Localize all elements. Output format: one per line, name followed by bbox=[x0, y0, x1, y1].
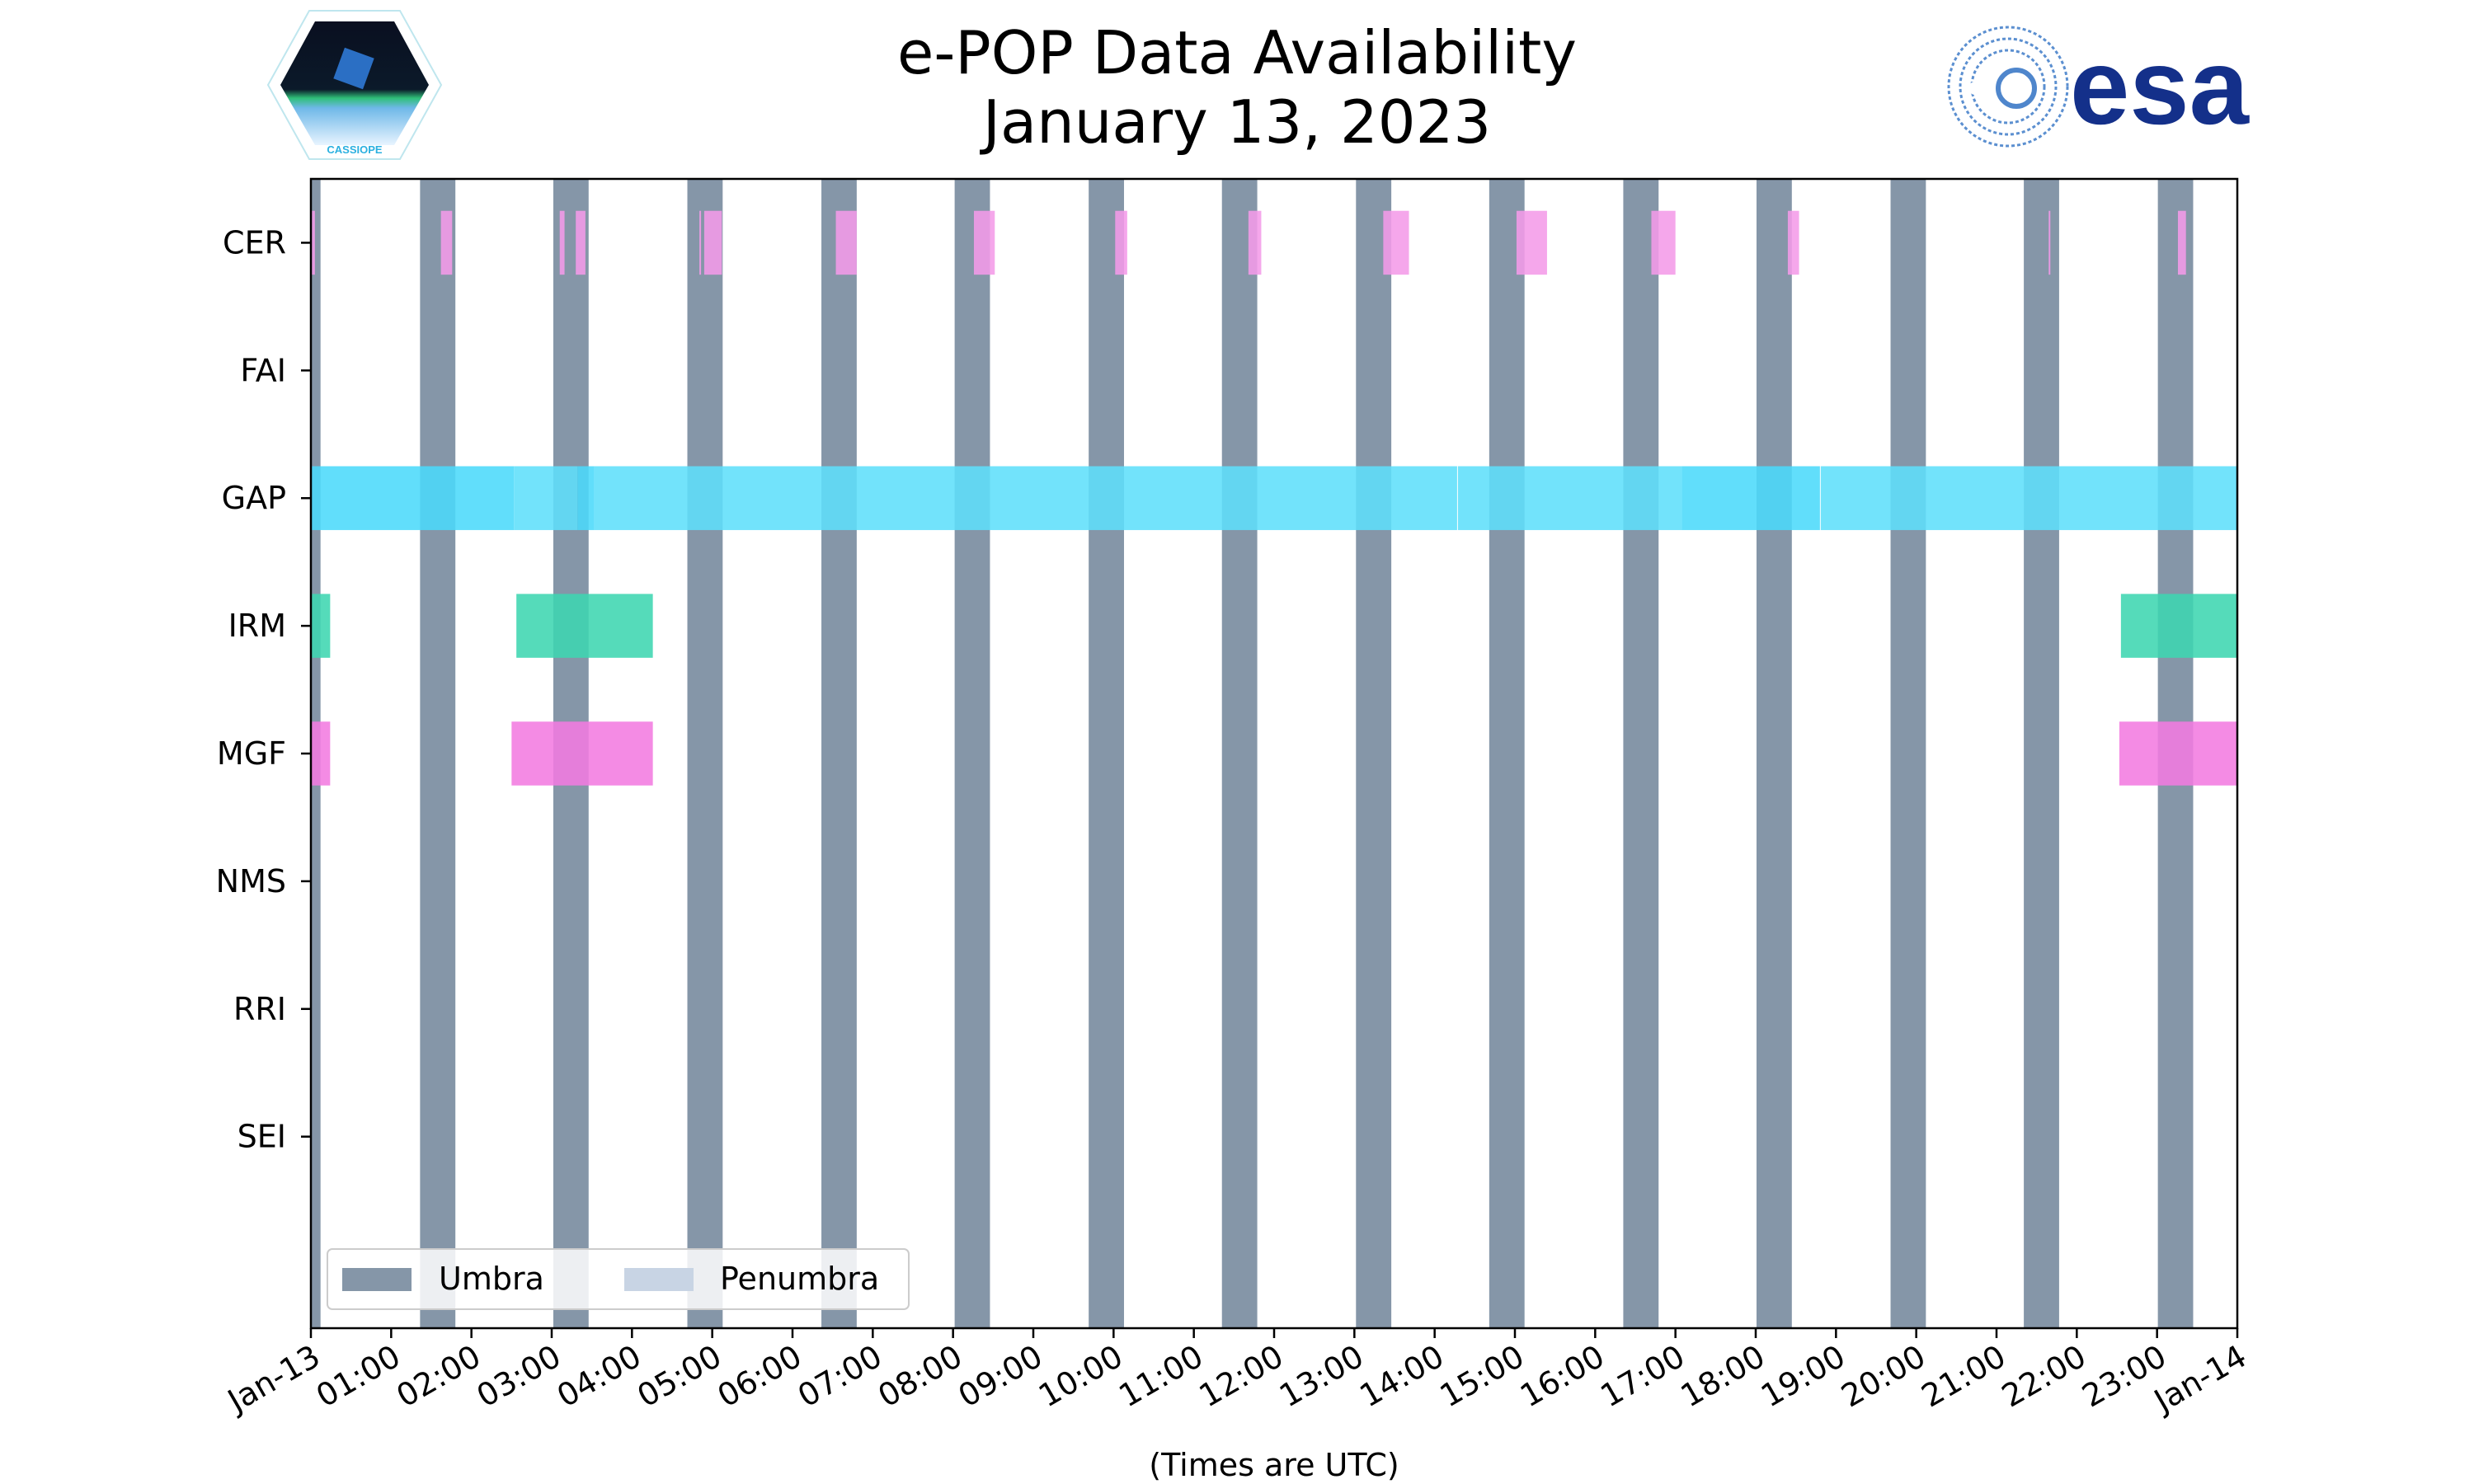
x-tick-label: 15:00 bbox=[1434, 1338, 1531, 1415]
x-tick-label: Jan-13 bbox=[220, 1338, 326, 1420]
y-tick-label: NMS bbox=[216, 863, 286, 899]
x-tick-label: 11:00 bbox=[1112, 1338, 1209, 1415]
legend-swatch-umbra bbox=[342, 1268, 412, 1291]
umbra-band bbox=[1890, 179, 1926, 1328]
bar-irm bbox=[311, 594, 331, 658]
x-tick-label: Jan-14 bbox=[2147, 1338, 2252, 1420]
y-tick-label: CER bbox=[223, 224, 286, 261]
x-tick-label: 07:00 bbox=[792, 1338, 888, 1415]
bar-cer bbox=[1115, 210, 1127, 275]
chart-subtitle: January 13, 2023 bbox=[982, 87, 1492, 157]
umbra-band bbox=[821, 179, 857, 1328]
umbra-band bbox=[420, 179, 456, 1328]
esa-logo-text: esa bbox=[2070, 26, 2251, 147]
umbra-band bbox=[2024, 179, 2059, 1328]
esa-logo: esa bbox=[1947, 26, 2251, 148]
x-tick-label: 09:00 bbox=[952, 1338, 1049, 1415]
x-tick-label: 18:00 bbox=[1675, 1338, 1771, 1415]
bar-cer bbox=[311, 210, 315, 275]
legend-swatch-penumbra bbox=[624, 1268, 694, 1291]
bar-cer bbox=[2177, 210, 2186, 275]
legend-label-umbra: Umbra bbox=[439, 1261, 544, 1297]
x-axis-label: (Times are UTC) bbox=[1149, 1447, 1399, 1483]
bar-mgf bbox=[311, 721, 331, 786]
x-tick-label: 19:00 bbox=[1755, 1338, 1851, 1415]
y-tick-label: IRM bbox=[228, 608, 286, 644]
bar-gap bbox=[514, 466, 578, 530]
x-tick-label: 02:00 bbox=[390, 1338, 487, 1415]
x-tick-label: 05:00 bbox=[631, 1338, 727, 1415]
x-tick-label: 12:00 bbox=[1193, 1338, 1290, 1415]
y-tick-label: FAI bbox=[240, 352, 286, 388]
y-tick-label: RRI bbox=[233, 991, 286, 1027]
bar-cer bbox=[2048, 210, 2051, 275]
chart-title: e-POP Data Availability January 13, 2023 bbox=[0, 18, 2474, 157]
bar-layer bbox=[311, 210, 2237, 786]
bar-mgf bbox=[511, 721, 653, 786]
x-tick-label: 04:00 bbox=[551, 1338, 647, 1415]
bar-gap bbox=[577, 466, 595, 530]
x-tick-label: 22:00 bbox=[1996, 1338, 2092, 1415]
bar-gap bbox=[1457, 466, 1682, 530]
x-axis: Jan-1301:0002:0003:0004:0005:0006:0007:0… bbox=[220, 1328, 2253, 1420]
bar-gap bbox=[1820, 466, 2237, 530]
x-tick-label: 10:00 bbox=[1032, 1338, 1129, 1415]
bar-cer bbox=[559, 210, 565, 275]
umbra-band bbox=[1756, 179, 1792, 1328]
bar-gap bbox=[594, 466, 1457, 530]
x-tick-label: 01:00 bbox=[310, 1338, 407, 1415]
x-tick-label: 16:00 bbox=[1514, 1338, 1611, 1415]
bar-cer bbox=[1651, 210, 1676, 275]
cassiope-logo-text: CASSIOPE bbox=[327, 143, 383, 156]
y-tick-label: MGF bbox=[217, 735, 286, 772]
bar-mgf bbox=[2119, 721, 2237, 786]
y-tick-label: GAP bbox=[222, 480, 286, 516]
bar-gap bbox=[1681, 466, 1820, 530]
bar-cer bbox=[973, 210, 995, 275]
bar-irm bbox=[516, 594, 653, 658]
legend-box bbox=[327, 1248, 910, 1310]
bar-cer bbox=[440, 210, 453, 275]
umbra-band bbox=[954, 179, 990, 1328]
cassiope-logo: CASSIOPE bbox=[266, 10, 443, 160]
bar-cer bbox=[1787, 210, 1799, 275]
bar-cer bbox=[1383, 210, 1409, 275]
legend: Umbra Penumbra bbox=[327, 1248, 910, 1310]
bar-gap bbox=[311, 466, 515, 530]
legend-label-penumbra: Penumbra bbox=[720, 1261, 879, 1297]
bar-cer bbox=[835, 210, 857, 275]
y-axis: CER FAI GAP IRM MGF NMS RRI SEI bbox=[216, 224, 311, 1155]
umbra-band bbox=[1623, 179, 1659, 1328]
x-tick-label: 17:00 bbox=[1594, 1338, 1691, 1415]
x-tick-label: 06:00 bbox=[712, 1338, 808, 1415]
bar-cer bbox=[1248, 210, 1262, 275]
x-tick-label: 14:00 bbox=[1353, 1338, 1450, 1415]
bar-cer bbox=[703, 210, 722, 275]
umbra-band bbox=[1489, 179, 1525, 1328]
x-tick-label: 03:00 bbox=[471, 1338, 567, 1415]
y-tick-label: SEI bbox=[238, 1119, 286, 1155]
x-tick-label: 21:00 bbox=[1916, 1338, 2012, 1415]
umbra-band bbox=[1356, 179, 1392, 1328]
bar-irm bbox=[2120, 594, 2237, 658]
umbra-band bbox=[687, 179, 723, 1328]
x-tick-label: 08:00 bbox=[872, 1338, 968, 1415]
bar-cer bbox=[1516, 210, 1547, 275]
x-tick-label: 13:00 bbox=[1273, 1338, 1370, 1415]
bar-cer bbox=[576, 210, 586, 275]
umbra-band bbox=[1089, 179, 1124, 1328]
bar-cer bbox=[699, 210, 702, 275]
chart-title-main: e-POP Data Availability bbox=[897, 18, 1577, 87]
umbra-band bbox=[1221, 179, 1258, 1328]
x-tick-label: 20:00 bbox=[1835, 1338, 1931, 1415]
